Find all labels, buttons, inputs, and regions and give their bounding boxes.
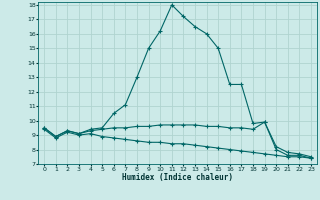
X-axis label: Humidex (Indice chaleur): Humidex (Indice chaleur) [122,173,233,182]
